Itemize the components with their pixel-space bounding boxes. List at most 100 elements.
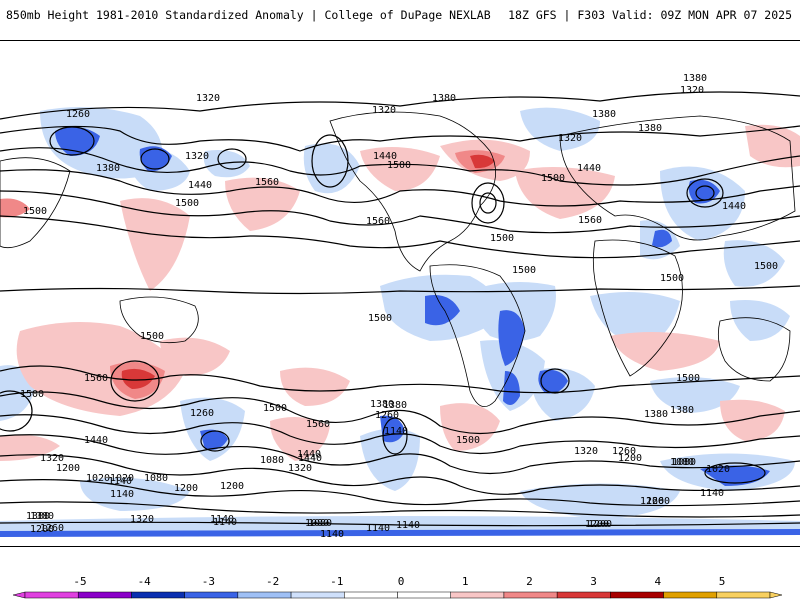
svg-text:1140: 1140	[366, 523, 390, 534]
colorbar-tick-label: 3	[590, 575, 597, 588]
svg-text:1140: 1140	[210, 514, 234, 525]
height-contours	[0, 91, 800, 527]
colorbar-segment	[237, 591, 292, 599]
svg-text:1560: 1560	[255, 177, 279, 188]
svg-text:1260: 1260	[66, 109, 90, 120]
svg-text:1320: 1320	[288, 463, 312, 474]
colorbar-tick-label: 2	[526, 575, 533, 588]
svg-text:1080: 1080	[672, 457, 696, 468]
svg-text:1260: 1260	[375, 410, 399, 421]
svg-text:1440: 1440	[577, 163, 601, 174]
colorbar-segment	[663, 591, 718, 599]
colorbar-segment	[77, 591, 132, 599]
svg-text:1380: 1380	[370, 399, 394, 410]
colorbar-max-arrow	[769, 591, 783, 599]
svg-text:1200: 1200	[588, 519, 612, 530]
colorbar-tick-label: -5	[73, 575, 86, 588]
svg-text:1080: 1080	[144, 473, 168, 484]
header-bar: 850mb Height 1981-2010 Standardized Anom…	[0, 0, 800, 32]
svg-text:1500: 1500	[754, 261, 778, 272]
svg-text:1200: 1200	[618, 453, 642, 464]
svg-text:1500: 1500	[368, 313, 392, 324]
colorbar-segment	[24, 591, 79, 599]
svg-text:1380: 1380	[644, 409, 668, 420]
colorbar-segment	[503, 591, 558, 599]
colorbar-tick-label: 5	[719, 575, 726, 588]
svg-text:1260: 1260	[190, 408, 214, 419]
colorbar-segment	[290, 591, 345, 599]
colorbar-tick-label: -1	[330, 575, 343, 588]
svg-text:1200: 1200	[220, 481, 244, 492]
colorbar-tick-label: 0	[398, 575, 405, 588]
colorbar-tick-label: -3	[202, 575, 215, 588]
svg-text:1020: 1020	[706, 464, 730, 475]
svg-text:1560: 1560	[306, 419, 330, 430]
svg-text:1500: 1500	[660, 273, 684, 284]
colorbar-segment	[610, 591, 664, 599]
svg-text:1200: 1200	[585, 519, 609, 530]
svg-text:1500: 1500	[140, 331, 164, 342]
svg-text:1500: 1500	[175, 198, 199, 209]
svg-text:1500: 1500	[512, 265, 536, 276]
svg-text:1080: 1080	[305, 518, 329, 529]
svg-text:1380: 1380	[26, 511, 50, 522]
svg-text:1500: 1500	[541, 173, 565, 184]
svg-text:1440: 1440	[722, 201, 746, 212]
svg-text:1260: 1260	[612, 446, 636, 457]
svg-text:1440: 1440	[188, 180, 212, 191]
svg-text:1380: 1380	[383, 400, 407, 411]
colorbar-segment	[450, 591, 505, 599]
svg-text:1380: 1380	[96, 163, 120, 174]
colorbar-tick-label: -4	[138, 575, 152, 588]
svg-text:1380: 1380	[30, 511, 54, 522]
colorbar-tick-label: 4	[654, 575, 661, 588]
svg-text:1200: 1200	[30, 524, 54, 535]
svg-text:1440: 1440	[297, 449, 321, 460]
svg-text:1020: 1020	[110, 473, 134, 484]
svg-text:1260: 1260	[646, 496, 670, 507]
svg-text:1500: 1500	[387, 160, 411, 171]
colorbar-segment	[397, 591, 451, 599]
svg-text:1500: 1500	[676, 373, 700, 384]
svg-text:1080: 1080	[670, 457, 694, 468]
colorbar-min-arrow	[12, 591, 26, 599]
svg-text:1200: 1200	[174, 483, 198, 494]
continent-outlines	[0, 111, 796, 408]
colorbar: -5 -4 -3 -2 -1 0 1 2 3 4 5	[0, 570, 800, 600]
run-info: 18Z GFS | F303 Valid: 09Z MON APR 07 202…	[508, 8, 792, 22]
svg-text:1140: 1140	[213, 517, 237, 528]
svg-text:1260: 1260	[40, 523, 64, 534]
svg-text:1500: 1500	[20, 389, 44, 400]
svg-text:1080: 1080	[308, 518, 332, 529]
svg-text:1440: 1440	[298, 453, 322, 464]
svg-text:1500: 1500	[456, 435, 480, 446]
svg-text:1500: 1500	[263, 403, 287, 414]
svg-text:1320: 1320	[40, 453, 64, 464]
svg-text:1560: 1560	[84, 373, 108, 384]
svg-text:1320: 1320	[185, 151, 209, 162]
svg-text:1320: 1320	[196, 93, 220, 104]
contour-labels: 1320 1380 1380 1320 1260 1320 1380 1440 …	[20, 73, 778, 540]
svg-text:1320: 1320	[574, 446, 598, 457]
colorbar-segment	[131, 591, 185, 599]
svg-text:1560: 1560	[578, 215, 602, 226]
colorbar-segment	[716, 591, 771, 599]
svg-text:1440: 1440	[84, 435, 108, 446]
svg-text:1140: 1140	[110, 489, 134, 500]
svg-text:1500: 1500	[23, 206, 47, 217]
svg-text:1140: 1140	[320, 529, 344, 540]
svg-text:1320: 1320	[372, 105, 396, 116]
svg-text:1140: 1140	[700, 488, 724, 499]
svg-text:1260: 1260	[640, 496, 664, 507]
svg-text:1320: 1320	[558, 133, 582, 144]
svg-text:1320: 1320	[130, 514, 154, 525]
svg-text:1380: 1380	[683, 73, 707, 84]
svg-text:1080: 1080	[260, 455, 284, 466]
svg-text:1560: 1560	[366, 216, 390, 227]
svg-text:1380: 1380	[670, 405, 694, 416]
colorbar-segment	[556, 591, 611, 599]
svg-text:1200: 1200	[56, 463, 80, 474]
svg-text:1380: 1380	[432, 93, 456, 104]
svg-text:1500: 1500	[490, 233, 514, 244]
colorbar-segment	[344, 591, 398, 599]
